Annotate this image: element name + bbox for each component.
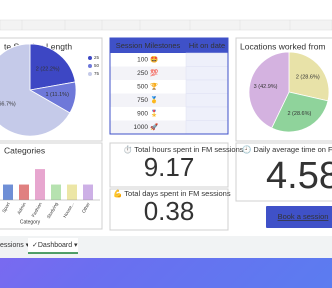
table-cell-empty: [185, 120, 229, 135]
table-header-cell: Session Milestones: [116, 41, 181, 50]
table-cell: 🎖️: [150, 110, 158, 118]
book-button-label[interactable]: Book a session: [278, 212, 329, 221]
scorecard-title: ⏱️ Total hours spent in FM sessions: [123, 145, 244, 154]
pie-slice: [288, 51, 330, 102]
column-header: [0, 19, 332, 31]
bar: [67, 184, 77, 200]
legend-swatch: [88, 64, 92, 68]
x-axis-label: Category: [20, 219, 41, 225]
slice-label: 2 (22.2%): [36, 66, 60, 72]
tab-bar: [0, 236, 332, 258]
scorecard-value: 4.58: [266, 155, 332, 197]
slice-label: 2 (28.6%): [287, 111, 311, 117]
x-tick-label: Other: [81, 201, 91, 214]
table-border: [109, 37, 229, 135]
table-cell: 1000: [134, 124, 149, 131]
table-header-cell: Hit on date: [189, 41, 225, 50]
table-cell: 🏆: [150, 83, 158, 91]
table-cell-empty: [185, 93, 229, 108]
legend-swatch: [88, 72, 92, 76]
pie-slice: [29, 43, 76, 91]
scorecard-title: 💪 Total days spent in FM sessions: [113, 189, 231, 198]
table-cell: 100: [137, 57, 148, 64]
table-cell-empty: [185, 106, 229, 121]
legend-swatch: [88, 56, 92, 60]
x-tick-label: Admin: [16, 201, 27, 215]
slice-label: 3 (42.9%): [254, 84, 278, 90]
slice-label: (66.7%): [0, 101, 16, 107]
bar: [83, 184, 93, 200]
bar: [19, 184, 29, 200]
bar: [35, 169, 45, 200]
table-header: [110, 38, 228, 53]
table-cell-empty: [185, 79, 229, 94]
chart-title: Categories: [4, 145, 45, 155]
legend-label: 25: [94, 55, 100, 60]
table-cell: 900: [137, 111, 148, 118]
slice-label: 2 (28.6%): [296, 74, 320, 80]
active-tab[interactable]: [28, 238, 78, 253]
table-cell: 🤩: [150, 56, 158, 64]
table-cell: 500: [137, 84, 148, 91]
table-cell: 🥇: [150, 96, 158, 104]
table-cell: 🚀: [150, 123, 158, 131]
legend-label: 50: [94, 63, 100, 68]
table-cell-empty: [185, 66, 229, 81]
table-cell: 750: [137, 97, 148, 104]
bar: [51, 184, 61, 200]
slice-label: 1 (11.1%): [45, 92, 69, 98]
book-button[interactable]: [266, 206, 332, 228]
sheet-tab[interactable]: essions ▾: [0, 242, 30, 249]
table-cell: 💯: [150, 69, 158, 77]
scorecard-value: 0.38: [144, 196, 195, 226]
pie-slice: [0, 43, 71, 137]
sheet-tab[interactable]: ✓Dashboard ▾: [32, 242, 78, 249]
scorecard-title: 🕘 Daily average time on FM: [242, 145, 332, 154]
bar: [3, 184, 13, 200]
pie-slice: [271, 91, 329, 133]
column-lines: [21, 20, 291, 30]
x-tick-label: Sport: [1, 201, 11, 213]
panels: [0, 37, 332, 231]
table-cell-empty: [185, 52, 229, 67]
legend-label: 75: [94, 71, 100, 76]
table-cell: 250: [137, 70, 148, 77]
scorecard-value: 9.17: [144, 152, 195, 182]
pie-slice: [248, 51, 290, 129]
chart-title: Locations worked from: [240, 41, 326, 51]
